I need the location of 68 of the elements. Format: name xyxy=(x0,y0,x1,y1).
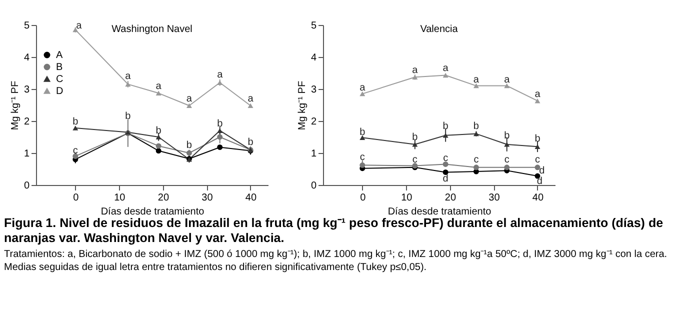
annotation: a xyxy=(186,94,192,105)
x-tick-label: 40 xyxy=(245,192,257,204)
annotation: b xyxy=(156,126,162,137)
annotation: c xyxy=(534,154,540,166)
x-tick-label: 10 xyxy=(401,192,413,204)
y-tick-label: 5 xyxy=(310,20,317,32)
x-tick-label: 0 xyxy=(73,192,80,204)
legend-label: C xyxy=(56,74,64,85)
y-tick-label: 5 xyxy=(24,20,30,32)
annotation: b xyxy=(442,120,449,132)
y-tick-label: 2 xyxy=(310,116,317,128)
y-axis-title: Mg kg⁻¹ PF xyxy=(10,80,21,130)
legend-label: D xyxy=(56,86,64,97)
y-tick-label: 0 xyxy=(24,180,30,192)
legend-label: A xyxy=(56,50,63,61)
annotation: c xyxy=(72,145,78,156)
x-tick-label: 20 xyxy=(158,192,170,204)
x-axis-title: Días desde tratamiento xyxy=(388,206,492,218)
annotation: b xyxy=(360,127,366,138)
chart-title: Valencia xyxy=(420,24,458,35)
x-axis-title: Días desde tratamiento xyxy=(100,206,205,218)
annotation: b xyxy=(504,130,510,142)
annotation: a xyxy=(156,80,162,92)
y-tick-label: 4 xyxy=(310,52,317,64)
annotation: c xyxy=(360,152,365,164)
annotation: c xyxy=(474,154,479,166)
x-tick-label: 30 xyxy=(202,192,214,204)
annotation: b xyxy=(534,134,541,145)
annotation: a xyxy=(360,82,366,94)
annotation: c xyxy=(504,154,510,166)
text: Figura 1. Nivel de residuos de Imazalil en la fruta (mg kg⁻¹ peso fresco-PF) durante el almacenamiento (días) de naranjas var. Washington Navel y var. Valencia. xyxy=(4,216,664,246)
y-tick-label: 4 xyxy=(24,52,30,64)
y-tick-label: 3 xyxy=(24,84,30,96)
y-tick-label: 1 xyxy=(24,148,30,160)
annotation: b xyxy=(217,118,224,130)
x-tick-label: 0 xyxy=(360,192,366,204)
y-tick-label: 2 xyxy=(24,116,30,128)
annotation: c xyxy=(412,154,418,166)
y-axis-title: Mg kg⁻¹ PF xyxy=(296,80,308,130)
annotation: b xyxy=(412,132,418,143)
annotation: b xyxy=(186,140,192,151)
annotation: a xyxy=(504,74,510,86)
annotation: a xyxy=(125,71,132,82)
y-tick-label: 0 xyxy=(310,180,317,192)
annotation: d xyxy=(539,166,545,177)
annotation: d xyxy=(442,174,448,185)
annotation: a xyxy=(473,74,480,86)
annotation: b xyxy=(72,116,79,128)
annotation: b xyxy=(125,111,132,122)
annotation: b xyxy=(473,120,480,132)
x-tick-label: 30 xyxy=(488,192,500,204)
x-tick-label: 40 xyxy=(532,192,544,204)
annotation: a xyxy=(217,70,224,81)
annotation: a xyxy=(534,88,541,100)
y-tick-label: 3 xyxy=(310,84,317,96)
annotation: a xyxy=(76,20,82,32)
annotation: a xyxy=(248,94,254,105)
annotation: c xyxy=(443,152,448,164)
text: Tratamientos: a, Bicarbonato de sodio + IMZ (500 ó 1000 mg kg⁻¹); b, IMZ 1000 mg kg⁻¹; c, IMZ 1000 mg kg⁻¹a 50ºC; d, IMZ 3000 mg kg⁻¹ con la cera. Medias seguidas de igual letra entre tratamientos no difieren significativamente (Tukey p≤0,05). xyxy=(4,249,668,274)
y-tick-label: 1 xyxy=(310,148,317,160)
chart-title: Washington Navel xyxy=(112,24,192,35)
x-tick-label: 20 xyxy=(444,192,456,204)
x-tick-label: 10 xyxy=(114,192,126,204)
annotation: b xyxy=(248,136,254,148)
annotation: a xyxy=(442,63,449,74)
legend-label: B xyxy=(56,62,63,73)
annotation: a xyxy=(412,64,418,76)
annotation: d xyxy=(536,176,542,187)
